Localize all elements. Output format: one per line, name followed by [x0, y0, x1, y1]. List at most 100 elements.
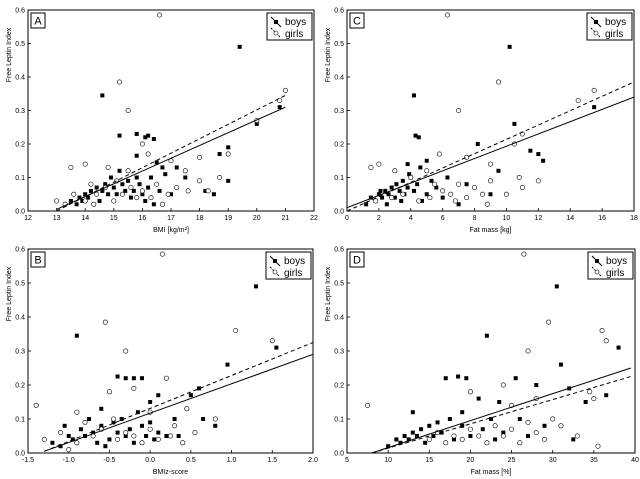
data-point-girls: [440, 188, 446, 194]
x-tick-label: 35: [590, 457, 598, 464]
y-tick-label: 0.6: [334, 8, 344, 15]
data-point-boys: [475, 142, 480, 146]
data-point-boys: [616, 345, 621, 350]
data-point-girls: [432, 181, 438, 187]
data-point-boys: [364, 202, 369, 207]
legend-boys-label: boys: [284, 256, 305, 267]
data-point-boys: [176, 434, 181, 438]
y-tick-label: 0.2: [15, 142, 25, 149]
data-point-boys: [237, 44, 242, 49]
data-point-girls: [82, 198, 88, 204]
data-point-boys: [62, 423, 67, 428]
x-tick-label: 19: [224, 215, 232, 222]
data-point-girls: [123, 348, 129, 354]
data-point-girls: [111, 198, 117, 204]
data-point-boys: [114, 192, 119, 197]
data-point-boys: [100, 188, 105, 193]
data-area: [347, 12, 634, 211]
data-point-girls: [197, 154, 203, 160]
data-point-boys: [134, 131, 139, 136]
data-point-girls: [467, 426, 473, 432]
data-point-boys: [183, 175, 188, 180]
fit-line-girls: [347, 81, 634, 211]
panel-label-box: D: [349, 251, 365, 268]
data-point-boys: [143, 135, 148, 140]
data-point-boys: [144, 434, 149, 438]
panel-label-box: C: [349, 12, 365, 29]
data-point-boys: [456, 202, 461, 207]
legend-boys-marker: [273, 259, 277, 263]
y-axis-label: Free Leptin Index: [6, 266, 13, 321]
data-point-boys: [400, 178, 405, 183]
data-point-boys: [604, 393, 609, 398]
data-point-boys: [134, 153, 139, 158]
panel-label-box: B: [30, 251, 46, 268]
data-point-girls: [139, 141, 145, 147]
x-tick-label: 1.0: [227, 457, 237, 464]
data-point-girls: [165, 191, 171, 197]
panel-d: D 5 10 15 20 25 30 35 40 0.0 0.1 0.2 0.3 0.4 0.5 0.6 Fat…: [325, 247, 639, 477]
data-point-boys: [380, 195, 385, 200]
legend-boys-marker: [595, 259, 599, 263]
y-tick-label: 0.0: [334, 209, 344, 216]
x-tick-label: 40: [631, 457, 639, 464]
x-tick-label: 12: [24, 215, 32, 222]
data-point-boys: [392, 195, 397, 200]
legend-girls-label: girls: [284, 268, 302, 279]
data-point-boys: [211, 192, 216, 197]
data-point-girls: [159, 201, 165, 207]
data-point-boys: [468, 434, 473, 438]
data-point-boys: [526, 434, 531, 438]
data-point-boys: [368, 195, 373, 200]
data-point-girls: [400, 191, 406, 197]
data-point-girls: [591, 87, 597, 93]
data-point-boys: [140, 423, 144, 428]
x-axis-label: BMI [kg/m²]: [153, 227, 189, 234]
data-point-boys: [405, 185, 410, 190]
data-point-boys: [512, 121, 517, 126]
data-point-boys: [87, 417, 92, 421]
data-point-boys: [119, 417, 124, 421]
x-axis-label: Fat mass [kg]: [469, 227, 511, 234]
data-point-boys: [399, 198, 404, 203]
y-tick-label: 0.2: [334, 383, 344, 390]
data-point-boys: [83, 192, 88, 197]
y-tick-label: 0.3: [15, 108, 25, 115]
legend-girls-label: girls: [285, 29, 303, 40]
data-point-boys: [443, 376, 448, 381]
y-tick-label: 0.4: [15, 75, 25, 82]
data-point-girls: [574, 433, 580, 439]
data-point-girls: [54, 198, 60, 204]
x-tick-label: 0.0: [145, 457, 155, 464]
data-point-boys: [429, 178, 434, 183]
data-point-boys: [151, 136, 156, 141]
data-point-boys: [156, 393, 161, 398]
data-point-boys: [103, 444, 108, 449]
data-point-boys: [410, 430, 415, 435]
y-tick-label: 0.4: [15, 315, 25, 322]
data-point-boys: [225, 362, 230, 367]
data-point-girls: [521, 251, 527, 257]
panel-label-frame: [30, 12, 46, 29]
data-point-girls: [427, 195, 433, 201]
data-point-boys: [95, 440, 100, 445]
data-area: [54, 12, 288, 211]
x-tick-label: 17: [167, 215, 175, 222]
data-point-girls: [159, 251, 165, 257]
data-point-boys: [274, 345, 279, 350]
x-tick-label: 30: [549, 457, 557, 464]
data-point-boys: [398, 440, 403, 445]
data-point-boys: [427, 423, 432, 428]
data-point-girls: [448, 191, 454, 197]
data-point-boys: [254, 121, 259, 126]
data-point-boys: [115, 430, 120, 435]
data-point-girls: [519, 185, 525, 191]
legend-girls-label: girls: [606, 268, 624, 279]
data-point-girls: [436, 151, 442, 157]
data-point-boys: [507, 44, 512, 49]
data-point-boys: [91, 430, 96, 435]
data-point-girls: [595, 443, 601, 449]
